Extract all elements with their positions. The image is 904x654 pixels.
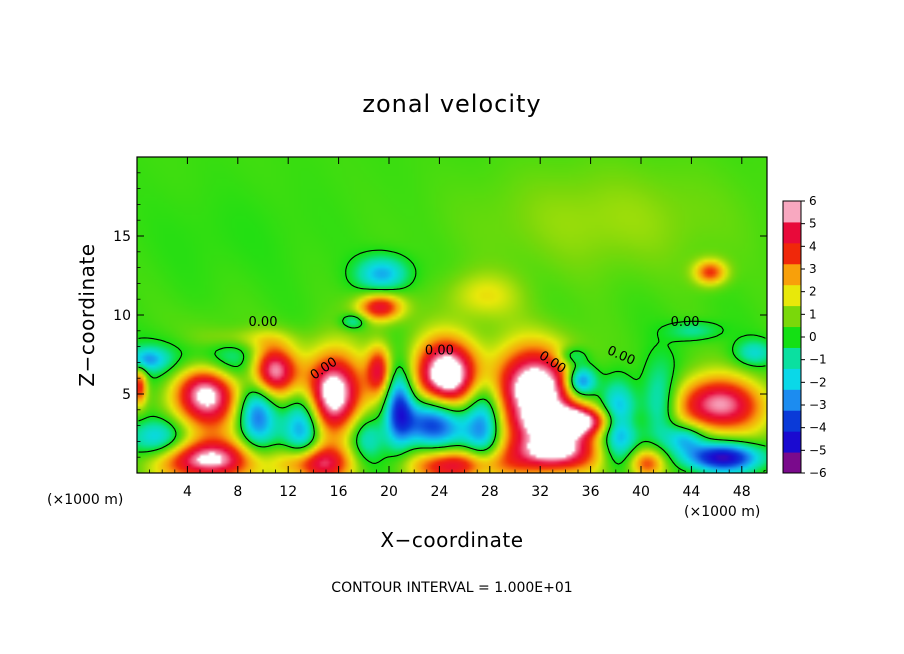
colorbar-swatch bbox=[783, 305, 801, 328]
y-tick-label: 5 bbox=[122, 387, 131, 403]
contour-label: 0.00 bbox=[249, 315, 278, 330]
colorbar-swatch bbox=[783, 389, 801, 411]
x-tick-label: 32 bbox=[531, 484, 549, 500]
x-tick-label: 12 bbox=[279, 484, 297, 500]
colorbar-tick-label: −5 bbox=[809, 443, 827, 457]
colorbar-swatch bbox=[783, 347, 801, 369]
chart-title: zonal velocity bbox=[362, 90, 541, 118]
colorbar-swatch bbox=[783, 326, 801, 348]
y-tick-label: 10 bbox=[113, 308, 131, 324]
x-tick-label: 20 bbox=[380, 484, 398, 500]
colorbar-swatch bbox=[783, 221, 801, 244]
colorbar-swatch bbox=[783, 263, 801, 286]
y-axis-label: Z−coordinate bbox=[75, 243, 99, 386]
contour-interval-note: CONTOUR INTERVAL = 1.000E+01 bbox=[331, 580, 572, 596]
colorbar-tick-label: 6 bbox=[809, 194, 817, 208]
colorbar-tick-label: 2 bbox=[809, 285, 817, 299]
colorbar-tick-label: −3 bbox=[809, 398, 827, 412]
colorbar-swatch bbox=[783, 242, 801, 265]
x-tick-label: 44 bbox=[682, 484, 700, 500]
x-tick-label: 40 bbox=[632, 484, 650, 500]
colorbar-swatch bbox=[783, 368, 801, 390]
y-axis-ticks: 5 10 15 bbox=[113, 172, 767, 458]
x-tick-label: 36 bbox=[582, 484, 600, 500]
colorbar-swatch bbox=[783, 284, 801, 307]
contour-label: 0.00 bbox=[671, 315, 700, 330]
x-axis-label: X−coordinate bbox=[380, 528, 523, 552]
colorbar-tick-label: 1 bbox=[809, 307, 817, 321]
colorbar-tick-label: 4 bbox=[809, 239, 817, 253]
colorbar-swatch bbox=[783, 452, 801, 474]
colorbar-swatch bbox=[783, 201, 801, 223]
x-tick-label: 8 bbox=[233, 484, 242, 500]
colorbar-tick-label: −1 bbox=[809, 353, 827, 367]
colorbar-tick-label: −4 bbox=[809, 421, 827, 435]
x-unit-left: (×1000 m) bbox=[47, 492, 123, 508]
x-tick-label: 24 bbox=[430, 484, 448, 500]
contour-line-zero bbox=[138, 249, 766, 473]
colorbar-swatch bbox=[783, 410, 801, 432]
colorbar-tick-label: −2 bbox=[809, 375, 827, 389]
contour-lines bbox=[138, 249, 766, 473]
x-tick-label: 4 bbox=[183, 484, 192, 500]
colorbar-tick-label: 3 bbox=[809, 262, 817, 276]
colorbar: 6 5 4 3 2 1 0 −1 −2 −3 −4 −5 −6 bbox=[782, 194, 827, 480]
x-unit-right: (×1000 m) bbox=[684, 504, 760, 520]
contour-label: 0.00 bbox=[425, 344, 454, 359]
y-tick-label: 15 bbox=[113, 229, 131, 245]
x-tick-label: 16 bbox=[330, 484, 348, 500]
velocity-field bbox=[137, 157, 767, 473]
x-axis-ticks: 4 8 12 16 20 24 28 32 36 40 44 48 bbox=[149, 157, 755, 500]
x-tick-label: 28 bbox=[481, 484, 499, 500]
colorbar-tick-label: 0 bbox=[809, 330, 817, 344]
colorbar-swatch bbox=[783, 431, 801, 453]
colorbar-tick-label: −6 bbox=[809, 466, 827, 480]
x-tick-label: 48 bbox=[733, 484, 751, 500]
colorbar-tick-label: 5 bbox=[809, 217, 817, 231]
